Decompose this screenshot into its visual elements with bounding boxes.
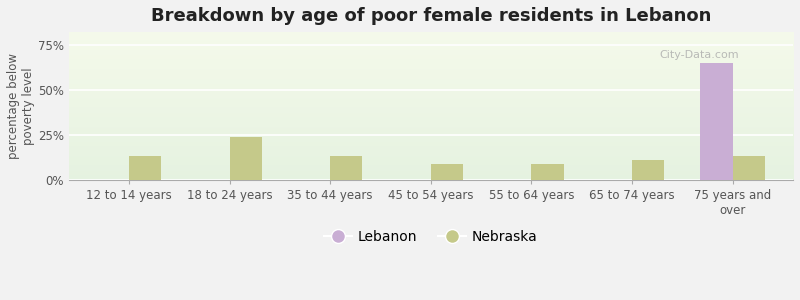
Bar — [129, 156, 161, 180]
Bar — [733, 156, 765, 180]
Bar — [531, 164, 564, 180]
Bar — [431, 164, 463, 180]
Bar — [330, 156, 362, 180]
Title: Breakdown by age of poor female residents in Lebanon: Breakdown by age of poor female resident… — [150, 7, 711, 25]
Legend: Lebanon, Nebraska: Lebanon, Nebraska — [319, 225, 542, 250]
Bar — [701, 63, 733, 180]
Bar — [230, 136, 262, 180]
Bar — [632, 160, 664, 180]
Text: City-Data.com: City-Data.com — [659, 50, 738, 60]
Y-axis label: percentage below
poverty level: percentage below poverty level — [7, 53, 35, 159]
